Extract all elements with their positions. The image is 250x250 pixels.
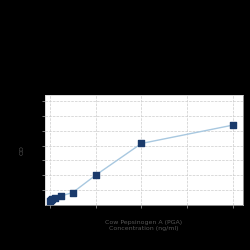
Point (59, 194, 63, 198)
X-axis label: Cow Pepsinogen A (PGA)
Concentration (ng/ml): Cow Pepsinogen A (PGA) Concentration (ng… (105, 220, 182, 231)
Point (94, 173, 98, 177)
Point (231, 123, 235, 127)
Y-axis label: OD: OD (20, 145, 25, 155)
Point (70, 191, 74, 195)
Point (49, 198, 53, 202)
Point (140, 142, 143, 146)
Point (50, 197, 54, 201)
Point (53, 196, 57, 200)
Point (48, 198, 52, 202)
